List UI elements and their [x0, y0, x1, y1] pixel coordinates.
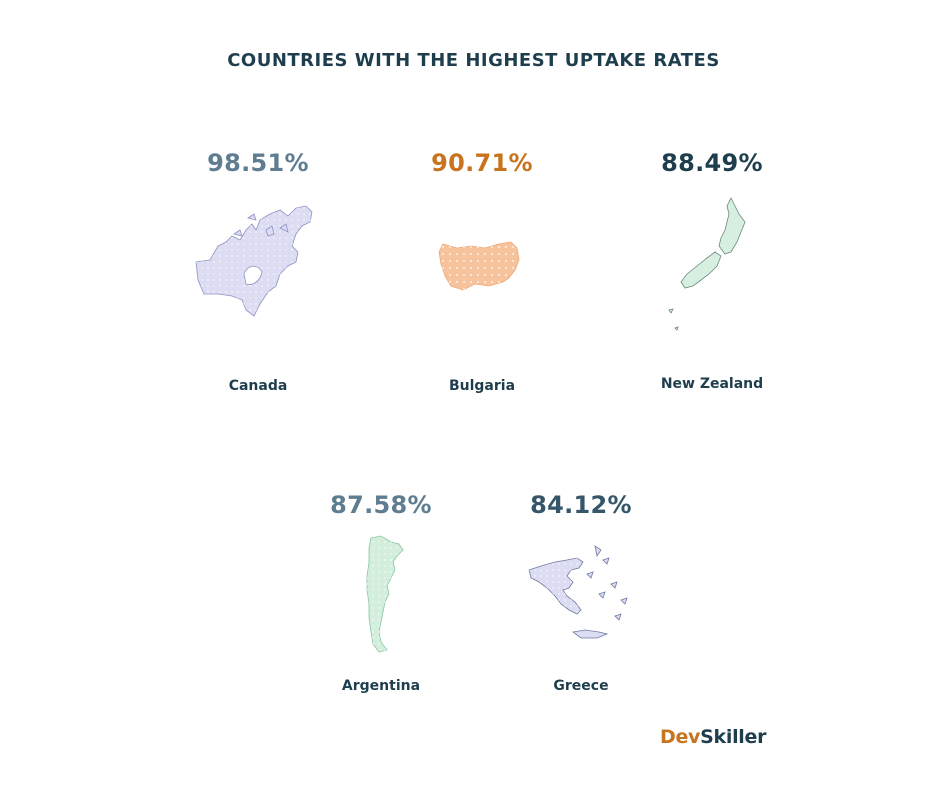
- uptake-rate: 88.49%: [661, 149, 763, 177]
- country-name: Bulgaria: [448, 378, 516, 394]
- uptake-rate: 84.12%: [530, 491, 632, 519]
- logo-dev-text: Dev: [660, 726, 701, 748]
- argentina-map-icon: [366, 535, 404, 653]
- country-card-argentina: 87.58% Argentina: [281, 490, 481, 700]
- canada-map-icon: [195, 205, 313, 317]
- uptake-rate: 90.71%: [431, 149, 533, 177]
- greece-map-icon: [528, 545, 628, 639]
- bulgaria-map-icon: [438, 241, 520, 291]
- country-name: New Zealand: [660, 376, 764, 392]
- logo-skiller-text: Skiller: [700, 726, 767, 748]
- chart-title: COUNTRIES WITH THE HIGHEST UPTAKE RATES: [227, 50, 720, 71]
- country-card-canada: 98.51% Canada: [158, 148, 358, 398]
- uptake-rate: 98.51%: [207, 149, 309, 177]
- country-name: Argentina: [341, 678, 421, 694]
- uptake-rate: 87.58%: [330, 491, 432, 519]
- country-card-greece: 84.12% Greece: [481, 490, 681, 700]
- devskiller-logo: DevSkiller: [660, 726, 766, 748]
- country-card-bulgaria: 90.71% Bulgaria: [382, 148, 582, 398]
- country-name: Greece: [553, 678, 609, 694]
- country-name: Canada: [228, 378, 288, 394]
- new-zealand-map-icon: [668, 197, 746, 331]
- country-card-new-zealand: 88.49% New Zealand: [612, 148, 812, 398]
